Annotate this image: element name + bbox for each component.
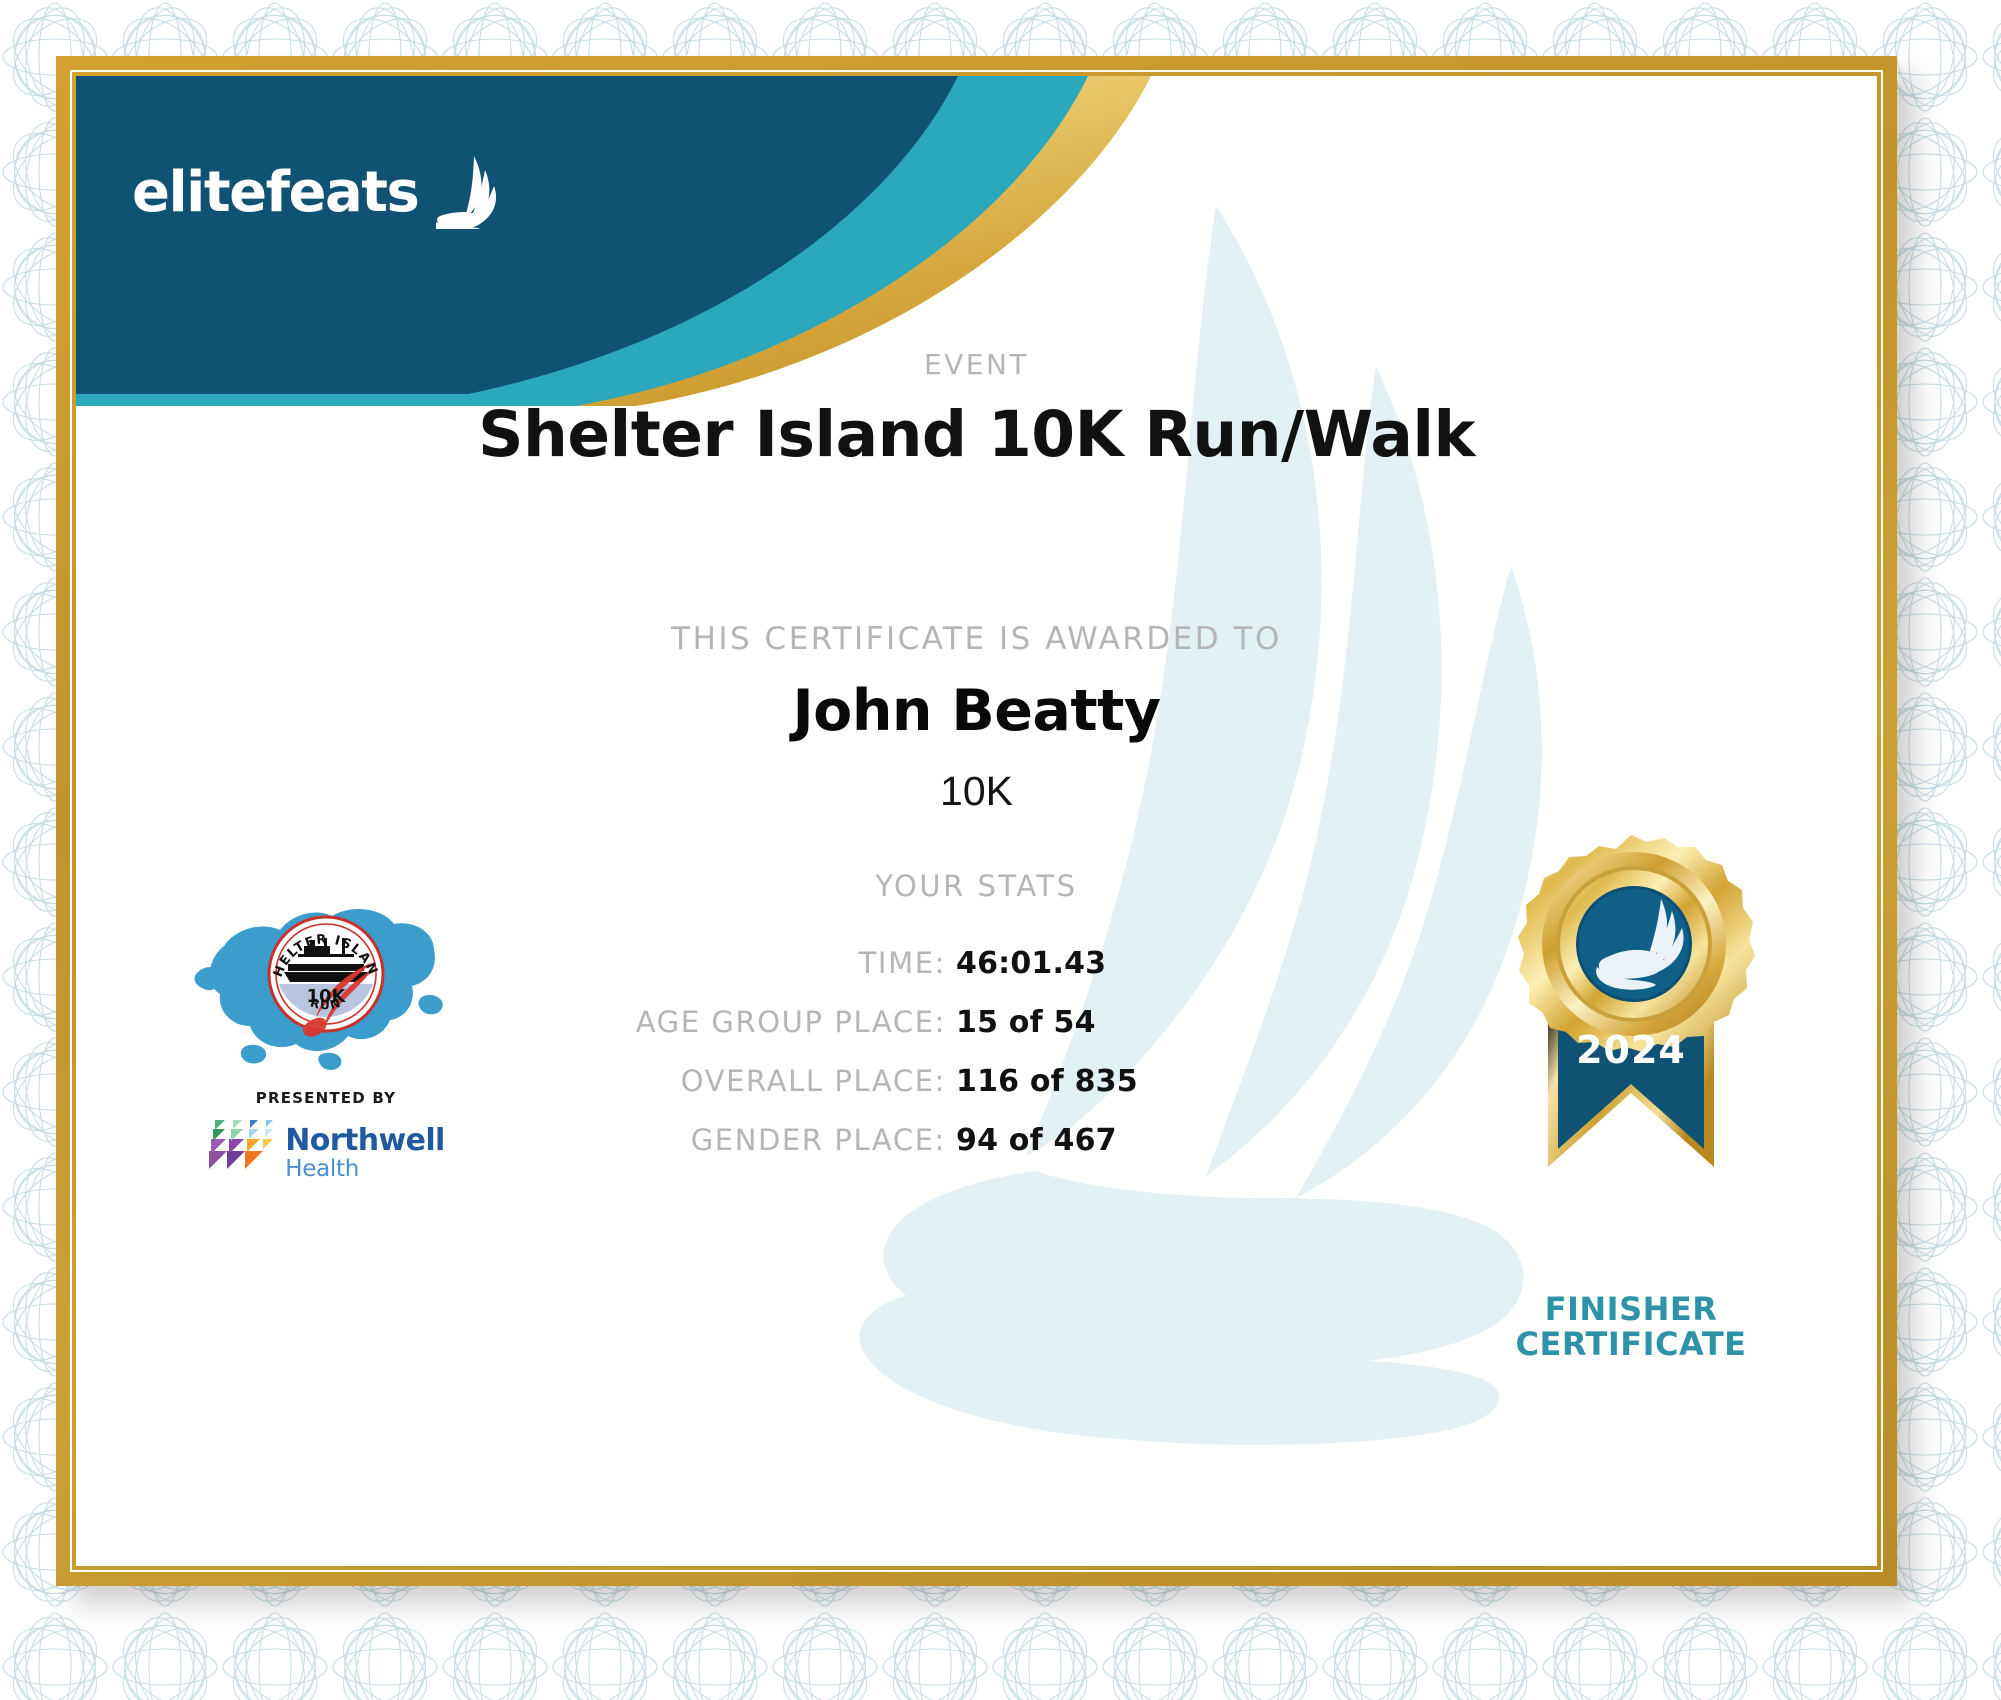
- presented-by-label: PRESENTED BY: [255, 1089, 397, 1107]
- certificate-paper: elitefeats EVENT Shelter Island 10K Run/…: [76, 76, 1877, 1566]
- event-logo-block: SHELTER ISLAND RUN 10K PRESENTED BY: [170, 865, 476, 1181]
- stat-value: 94 of 467: [956, 1123, 1117, 1158]
- event-title: Shelter Island 10K Run/Walk: [478, 398, 1475, 471]
- race-distance: 10K: [940, 768, 1013, 814]
- finisher-medal-block: 2024 FINISHER CERTIFICATE: [1466, 811, 1796, 1361]
- stats-list: TIME: 46:01.43 AGE GROUP PLACE: 15 of 54…: [326, 946, 1446, 1182]
- stat-value: 15 of 54: [956, 1005, 1096, 1040]
- stat-value: 46:01.43: [956, 946, 1107, 981]
- stat-key: GENDER PLACE:: [690, 1123, 946, 1157]
- stat-value: 116 of 835: [956, 1064, 1138, 1099]
- certificate-body: EVENT Shelter Island 10K Run/Walk THIS C…: [76, 76, 1877, 1566]
- medal-caption-line1: FINISHER: [1544, 1290, 1718, 1328]
- frame-inner-line: [70, 70, 1883, 1572]
- brand-wordmark: elitefeats: [132, 159, 420, 225]
- stat-key: TIME:: [858, 946, 946, 980]
- northwell-triangle-grid-icon: [209, 1120, 274, 1169]
- medal-winged-foot-icon: [1596, 899, 1684, 990]
- event-label: EVENT: [923, 348, 1030, 381]
- brand-logo: elitefeats: [132, 154, 500, 230]
- medal-caption-line2: CERTIFICATE: [1515, 1324, 1747, 1363]
- medal-caption: FINISHER CERTIFICATE: [1466, 1292, 1796, 1361]
- stat-row-overall-place: OVERALL PLACE: 116 of 835: [326, 1064, 1446, 1123]
- stat-key: AGE GROUP PLACE:: [635, 1005, 946, 1039]
- stat-row-gender-place: GENDER PLACE: 94 of 467: [326, 1123, 1446, 1182]
- svg-text:RUN: RUN: [309, 996, 343, 1013]
- sponsor-name: Northwell: [285, 1123, 445, 1158]
- stat-row-time: TIME: 46:01.43: [326, 946, 1446, 1005]
- stat-row-age-group-place: AGE GROUP PLACE: 15 of 54: [326, 1005, 1446, 1064]
- header-swoosh-art: [76, 76, 1151, 406]
- medal-year: 2024: [1576, 1028, 1686, 1072]
- awarded-to-label: THIS CERTIFICATE IS AWARDED TO: [671, 621, 1282, 657]
- sponsor-sub: Health: [285, 1156, 359, 1182]
- badge-center-text: 10K: [307, 986, 347, 1007]
- stat-key: OVERALL PLACE:: [680, 1064, 946, 1098]
- sponsor-logo: Northwell Health: [176, 1117, 476, 1181]
- recipient-name: John Beatty: [792, 678, 1161, 744]
- medal-disc: [1518, 835, 1755, 1052]
- your-stats-label: YOUR STATS: [875, 869, 1078, 903]
- badge-bottom-text: RUN: [309, 996, 342, 1013]
- shelter-island-logo-icon: SHELTER ISLAND RUN 10K: [170, 865, 443, 1070]
- certificate-frame: elitefeats EVENT Shelter Island 10K Run/…: [56, 56, 1897, 1586]
- winged-foot-icon: [436, 156, 497, 229]
- finisher-medal-icon: 2024: [1518, 835, 1755, 1167]
